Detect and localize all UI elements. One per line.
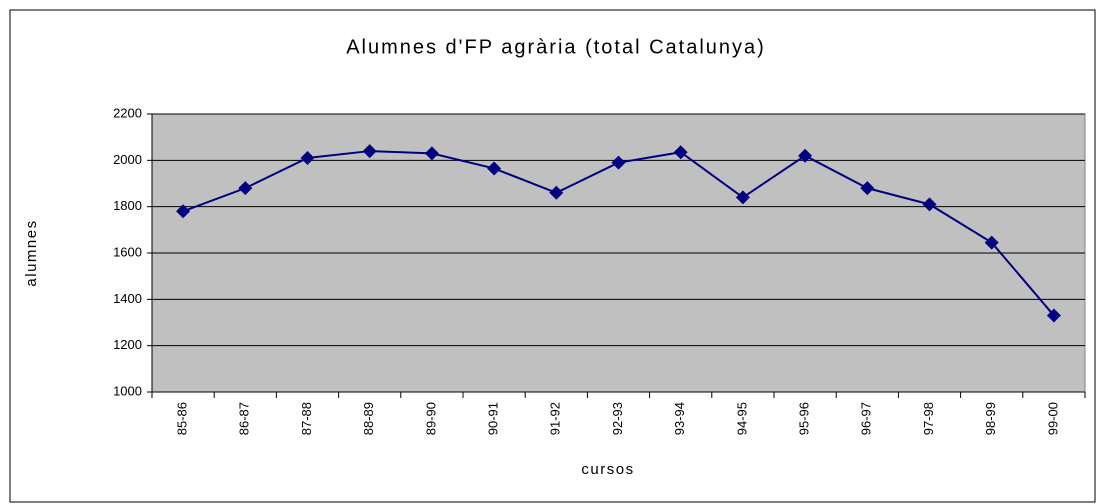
y-tick-label: 2000	[113, 152, 142, 167]
x-tick-label: 90-91	[486, 402, 501, 435]
x-axis-label: cursos	[581, 461, 634, 478]
data-point	[798, 148, 813, 163]
data-point	[362, 144, 377, 159]
x-tick-label: 89-90	[423, 402, 438, 435]
data-point	[735, 190, 750, 205]
y-tick-label: 1200	[113, 337, 142, 352]
data-point	[238, 181, 253, 196]
y-tick-label: 1000	[113, 383, 142, 398]
data-point	[549, 185, 564, 200]
x-tick-label: 94-95	[734, 402, 749, 435]
data-point	[860, 181, 875, 196]
y-tick-label: 2200	[113, 105, 142, 120]
data-point	[300, 151, 315, 166]
x-tick-label: 91-92	[548, 402, 563, 435]
y-tick-label: 1400	[113, 291, 142, 306]
data-point	[487, 161, 502, 176]
x-tick-label: 99-00	[1045, 402, 1060, 435]
data-point	[984, 235, 999, 250]
data-point	[424, 146, 439, 161]
data-point	[673, 145, 688, 160]
y-tick-label: 1800	[113, 198, 142, 213]
x-tick-label: 93-94	[672, 402, 687, 435]
x-tick-label: 97-98	[921, 402, 936, 435]
x-tick-label: 98-99	[983, 402, 998, 435]
x-tick-label: 87-88	[299, 402, 314, 435]
y-axis-label: alumnes	[23, 219, 40, 286]
x-tick-label: 96-97	[859, 402, 874, 435]
x-tick-label: 86-87	[237, 402, 252, 435]
x-tick-label: 95-96	[797, 402, 812, 435]
chart-title: Alumnes d'FP agrària (total Catalunya)	[346, 36, 766, 58]
data-point	[922, 197, 937, 212]
data-point	[176, 204, 191, 219]
x-tick-label: 92-93	[610, 402, 625, 435]
x-tick-label: 88-89	[361, 402, 376, 435]
data-point	[611, 155, 626, 170]
data-point	[1046, 308, 1061, 323]
x-tick-label: 85-86	[175, 402, 190, 435]
y-tick-label: 1600	[113, 244, 142, 259]
